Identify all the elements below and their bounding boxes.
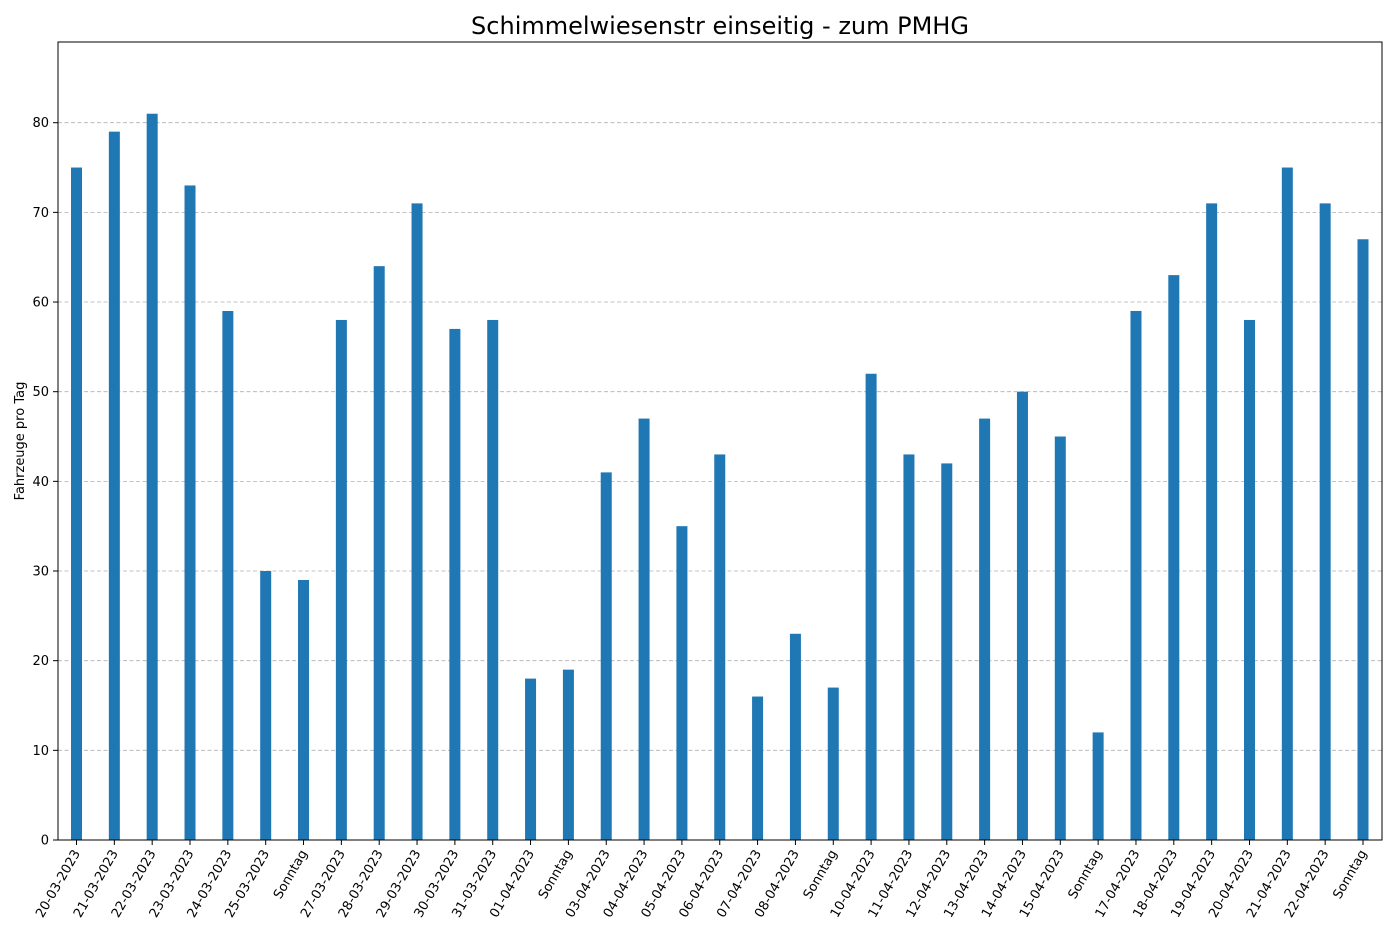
- bar: [71, 167, 82, 841]
- bar: [335, 319, 347, 840]
- bar: [373, 266, 385, 840]
- bar: [600, 472, 612, 840]
- bar: [525, 678, 537, 840]
- bar: [1054, 436, 1066, 840]
- bar: [411, 203, 423, 841]
- chart-title: Schimmelwiesenstr einseitig - zum PMHG: [471, 12, 969, 40]
- bar: [1243, 319, 1255, 840]
- x-tick-label: Sonntag: [801, 848, 841, 902]
- bar: [789, 633, 801, 840]
- bar: [638, 418, 650, 840]
- bar: [676, 526, 688, 840]
- bar: [903, 454, 915, 840]
- bar: [865, 373, 877, 840]
- bar: [1168, 275, 1180, 840]
- bar: [108, 131, 120, 841]
- x-tick-label: Sonntag: [1330, 848, 1370, 902]
- y-tick-label: 20: [32, 654, 49, 669]
- y-tick-label: 50: [32, 385, 49, 400]
- bar: [298, 579, 310, 840]
- bar: [1016, 391, 1028, 840]
- bar: [1357, 239, 1369, 840]
- x-axis-ticks: 20-03-202321-03-202322-03-202323-03-2023…: [33, 840, 1370, 920]
- bar: [979, 418, 991, 840]
- y-tick-label: 80: [32, 116, 49, 131]
- bar: [449, 328, 461, 840]
- y-tick-label: 40: [32, 475, 49, 490]
- bar: [146, 113, 158, 840]
- y-tick-label: 70: [32, 206, 49, 221]
- bar: [1206, 203, 1218, 841]
- bar: [752, 696, 764, 840]
- y-tick-label: 0: [41, 834, 49, 849]
- y-tick-label: 60: [32, 296, 49, 311]
- x-tick-label: Sonntag: [271, 848, 311, 902]
- y-axis-ticks: 0 10 20 30 40 50 60 70 80: [32, 116, 58, 849]
- bar: [1281, 167, 1293, 841]
- bar-series: [71, 113, 1369, 841]
- bar: [941, 463, 953, 840]
- bar: [184, 185, 196, 840]
- bar: [1319, 203, 1331, 841]
- x-tick-label: Sonntag: [1066, 848, 1106, 902]
- bar: [562, 669, 574, 840]
- bar: [827, 687, 839, 840]
- x-tick-label: Sonntag: [536, 848, 576, 902]
- bar: [222, 310, 234, 840]
- y-tick-label: 30: [32, 565, 49, 580]
- bar: [260, 571, 272, 840]
- bar: [487, 319, 499, 840]
- bar: [1130, 310, 1142, 840]
- bar: [1092, 732, 1104, 840]
- bar: [714, 454, 726, 840]
- y-tick-label: 10: [32, 744, 49, 759]
- y-axis-label: Fahrzeuge pro Tag: [13, 382, 28, 501]
